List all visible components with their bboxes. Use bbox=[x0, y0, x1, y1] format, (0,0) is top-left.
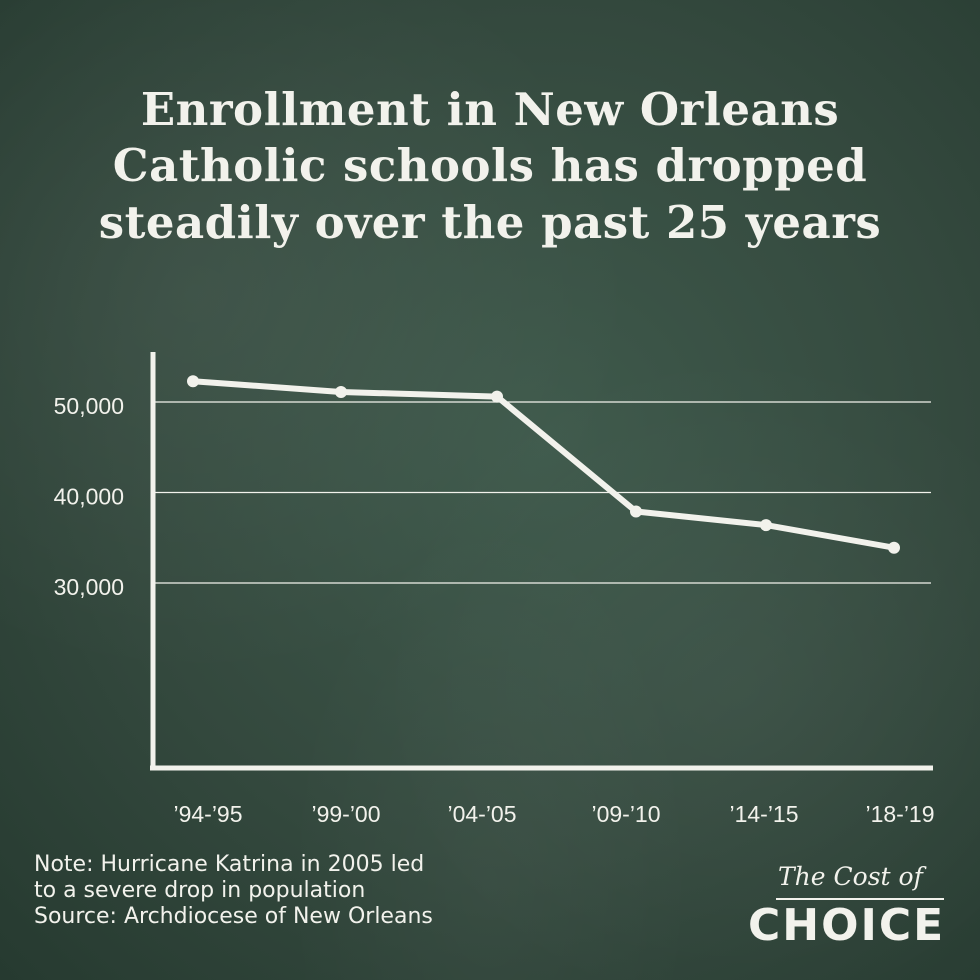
x-tick-label: ’14-’15 bbox=[729, 801, 798, 827]
logo-tagline: The Cost of bbox=[778, 862, 923, 891]
logo-divider bbox=[776, 898, 944, 900]
note-line-2: to a severe drop in population bbox=[34, 877, 366, 903]
x-tick-label: ’99-’00 bbox=[311, 801, 380, 827]
title-line-3: steadily over the past 25 years bbox=[98, 195, 882, 249]
axes bbox=[150, 352, 933, 771]
logo-wordmark: CHOICE bbox=[748, 900, 946, 951]
y-tick-label: 50,000 bbox=[54, 393, 124, 419]
x-tick-label: ’18-’19 bbox=[865, 801, 934, 827]
chart-title: Enrollment in New Orleans Catholic schoo… bbox=[0, 82, 980, 251]
data-point bbox=[630, 505, 642, 518]
footnote: Note: Hurricane Katrina in 2005 led to a… bbox=[34, 852, 433, 930]
source-line: Source: Archdiocese of New Orleans bbox=[34, 903, 433, 929]
data-point bbox=[187, 375, 199, 388]
data-point bbox=[335, 386, 347, 398]
x-tick-label: ’09-’10 bbox=[591, 801, 660, 827]
y-tick-label: 30,000 bbox=[54, 574, 124, 600]
x-tick-labels: ’94-’95 ’99-’00 ’04-’05 ’09-’10 ’14-’15 ’18-’… bbox=[173, 801, 934, 827]
data-point bbox=[760, 519, 772, 532]
title-line-2: Catholic schools has dropped bbox=[112, 139, 868, 193]
y-tick-labels: 30,000 40,000 50,000 bbox=[54, 393, 124, 600]
y-tick-label: 40,000 bbox=[54, 484, 124, 510]
series-enrollment bbox=[187, 375, 900, 554]
x-tick-label: ’94-’95 bbox=[173, 801, 242, 827]
title-line-1: Enrollment in New Orleans bbox=[140, 83, 840, 136]
note-line-1: Note: Hurricane Katrina in 2005 led bbox=[34, 852, 425, 877]
series-line bbox=[190, 378, 897, 551]
data-point bbox=[888, 541, 900, 554]
data-point bbox=[491, 390, 503, 403]
x-tick-label: ’04-’05 bbox=[447, 801, 516, 827]
the-cost-of-choice-logo: The Cost of CHOICE bbox=[748, 862, 953, 952]
gridlines bbox=[153, 401, 931, 584]
